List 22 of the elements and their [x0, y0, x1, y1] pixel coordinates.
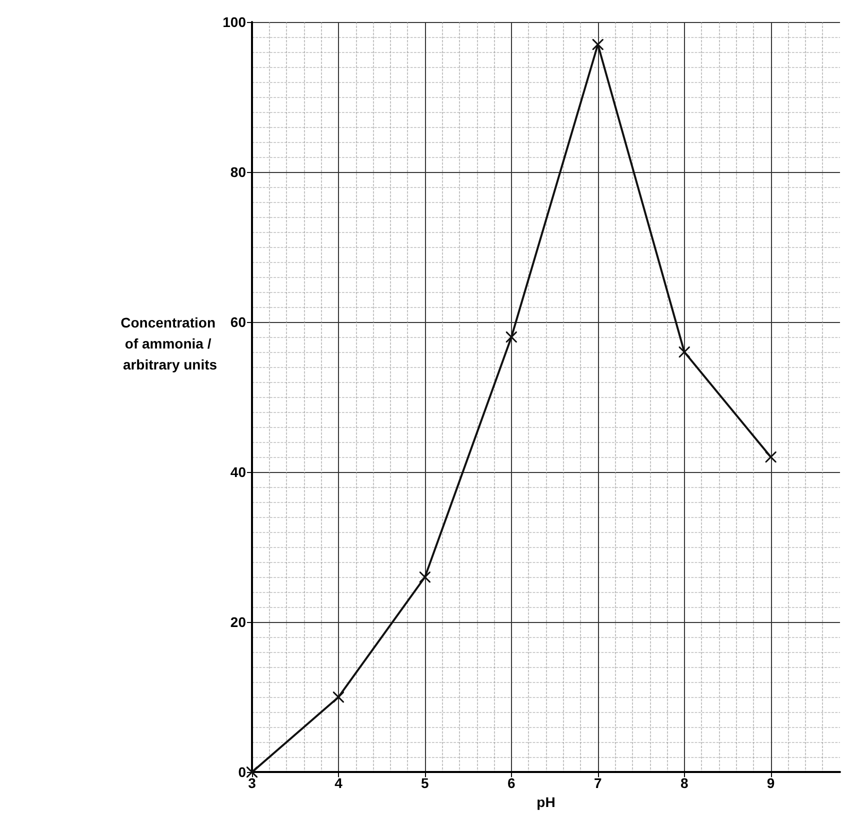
x-axis-title: pH: [536, 794, 556, 810]
point: [592, 39, 604, 50]
y-axis-title: Concentration of ammonia / arbitrary units: [120, 314, 220, 372]
y-tick-label: 20: [230, 614, 246, 630]
y-tick-label: 100: [222, 14, 246, 30]
x-tick-label: 8: [680, 775, 688, 792]
y-tick-label: 0: [238, 764, 246, 780]
point: [678, 346, 690, 358]
point: [419, 572, 430, 583]
x-tick-label: 5: [421, 775, 430, 792]
x-tick-label: 6: [508, 775, 516, 792]
point: [506, 332, 517, 343]
x-tick-label: 7: [594, 775, 602, 792]
x-tick-label: 9: [766, 775, 775, 792]
point: [246, 766, 258, 778]
x-tick-label: 3: [248, 775, 256, 792]
x-tick-label: 4: [334, 775, 343, 792]
point: [332, 692, 344, 703]
point: [765, 452, 776, 463]
y-tick-label: 40: [230, 464, 246, 480]
y-tick-label: 60: [230, 314, 246, 330]
y-tick-label: 80: [230, 164, 246, 180]
